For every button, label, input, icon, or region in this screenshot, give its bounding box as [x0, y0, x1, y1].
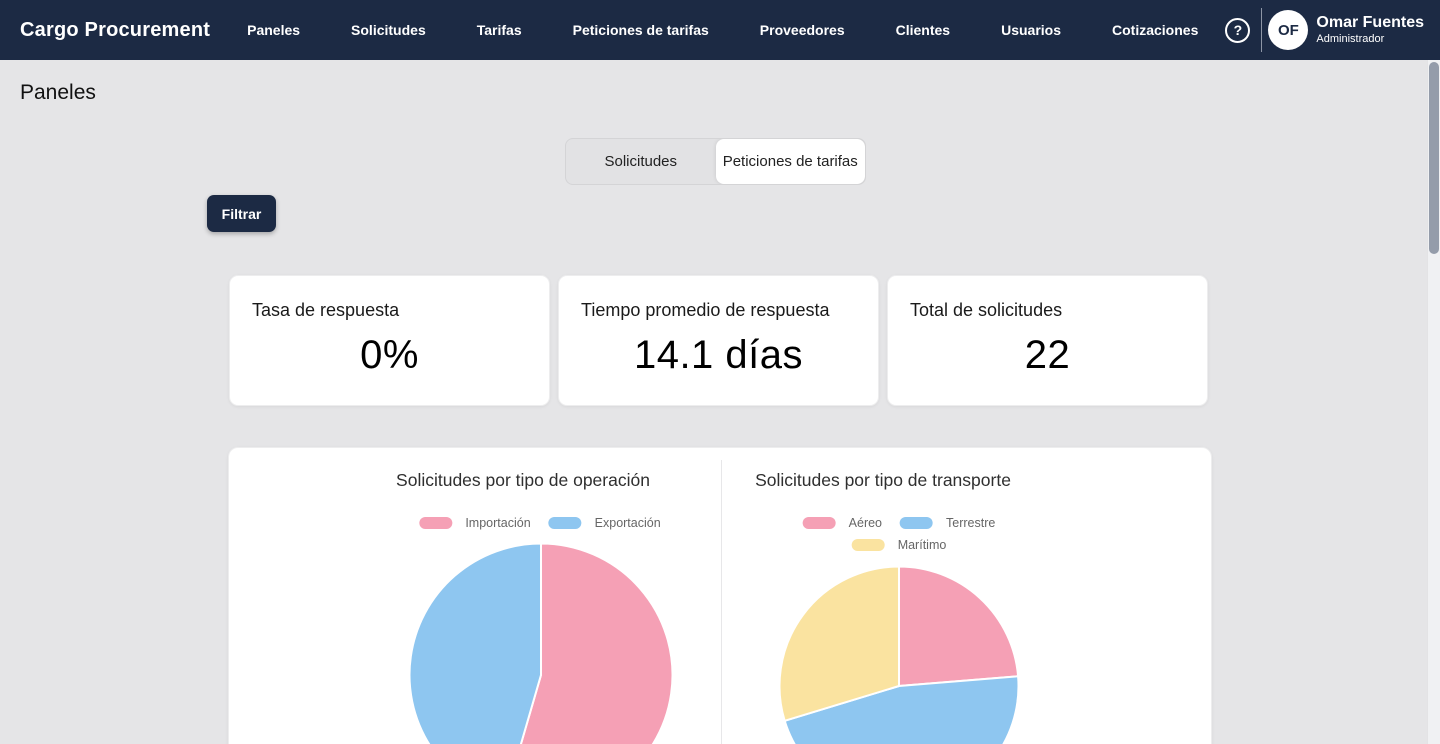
legend-item-maritimo[interactable]: Marítimo	[851, 538, 947, 552]
stat-label: Total de solicitudes	[910, 300, 1063, 320]
chart-title-transporte: Solicitudes por tipo de transporte	[755, 470, 1011, 490]
main-nav: Paneles Solicitudes Tarifas Peticiones d…	[247, 22, 1198, 38]
navbar-right-cluster: ? OF Omar Fuentes Administrador	[1225, 8, 1424, 52]
legend-item-terrestre[interactable]: Terrestre	[900, 516, 995, 530]
legend-label: Terrestre	[946, 516, 996, 530]
filter-button[interactable]: Filtrar	[207, 195, 276, 232]
pie-chart-transporte	[778, 565, 1020, 744]
page-title: Paneles	[20, 81, 96, 104]
nav-item-paneles[interactable]: Paneles	[247, 22, 301, 38]
tab-peticiones-de-tarifas[interactable]: Peticiones de tarifas	[715, 139, 865, 184]
legend-label: Importación	[465, 516, 531, 530]
help-icon[interactable]: ?	[1225, 17, 1251, 43]
stat-value: 22	[1024, 333, 1071, 377]
legend-label: Exportación	[594, 516, 661, 530]
scrollbar-thumb[interactable]	[1429, 62, 1439, 254]
nav-item-peticiones-de-tarifas[interactable]: Peticiones de tarifas	[572, 22, 709, 38]
legend-label: Aéreo	[848, 516, 883, 530]
navbar-divider	[1261, 8, 1263, 52]
nav-item-tarifas[interactable]: Tarifas	[476, 22, 522, 38]
stat-value: 14.1 días	[633, 333, 804, 377]
legend-item-aereo[interactable]: Aéreo	[802, 516, 883, 530]
legend-swatch-pink	[419, 517, 453, 529]
stat-card-tiempo-promedio: Tiempo promedio de respuesta 14.1 días	[558, 275, 879, 406]
nav-item-cotizaciones[interactable]: Cotizaciones	[1112, 22, 1199, 38]
user-info: Omar Fuentes Administrador	[1316, 14, 1424, 45]
user-role: Administrador	[1316, 32, 1385, 45]
nav-item-proveedores[interactable]: Proveedores	[759, 22, 845, 38]
chart-title-operacion: Solicitudes por tipo de operación	[396, 470, 650, 490]
legend-operacion: Importación Exportación	[419, 516, 661, 530]
scrollbar-track[interactable]	[1427, 60, 1440, 744]
avatar: OF	[1268, 10, 1309, 50]
pie-chart-operacion	[408, 542, 674, 744]
nav-item-clientes[interactable]: Clientes	[895, 22, 951, 38]
legend-swatch-pink	[802, 517, 836, 529]
legend-swatch-blue	[900, 517, 934, 529]
stats-row: Tasa de respuesta 0% Tiempo promedio de …	[229, 275, 1208, 406]
user-menu[interactable]: OF Omar Fuentes Administrador	[1268, 10, 1424, 50]
stat-card-tasa-respuesta: Tasa de respuesta 0%	[229, 275, 550, 406]
user-name: Omar Fuentes	[1316, 14, 1424, 32]
nav-item-solicitudes[interactable]: Solicitudes	[351, 22, 426, 38]
charts-card: Solicitudes por tipo de operación Import…	[228, 447, 1212, 744]
legend-swatch-blue	[548, 517, 582, 529]
legend-label: Marítimo	[897, 538, 947, 552]
stat-label: Tasa de respuesta	[252, 300, 400, 320]
tab-solicitudes[interactable]: Solicitudes	[566, 139, 716, 184]
nav-item-usuarios[interactable]: Usuarios	[1001, 22, 1061, 38]
stat-label: Tiempo promedio de respuesta	[581, 300, 830, 320]
dashboard-tabs: Solicitudes Peticiones de tarifas	[565, 138, 866, 185]
brand-logo[interactable]: Cargo Procurement	[20, 18, 211, 41]
top-navbar: Cargo Procurement Paneles Solicitudes Ta…	[0, 0, 1440, 60]
stat-card-total-solicitudes: Total de solicitudes 22	[887, 275, 1208, 406]
legend-item-importacion[interactable]: Importación	[419, 516, 531, 530]
legend-transporte-row1: Aéreo Terrestre	[802, 516, 995, 530]
stat-value: 0%	[360, 333, 419, 377]
charts-divider	[721, 460, 722, 744]
legend-transporte-row2: Marítimo	[851, 538, 947, 552]
legend-item-exportacion[interactable]: Exportación	[548, 516, 661, 530]
legend-swatch-yellow	[851, 539, 885, 551]
